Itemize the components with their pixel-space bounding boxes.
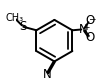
Text: O: O bbox=[85, 31, 94, 44]
Text: S: S bbox=[20, 20, 27, 33]
Text: N: N bbox=[42, 68, 51, 81]
Text: −: − bbox=[88, 14, 96, 23]
Text: CH₃: CH₃ bbox=[6, 13, 24, 23]
Text: +: + bbox=[83, 23, 89, 32]
Text: O: O bbox=[85, 14, 94, 27]
Text: N: N bbox=[79, 23, 88, 36]
